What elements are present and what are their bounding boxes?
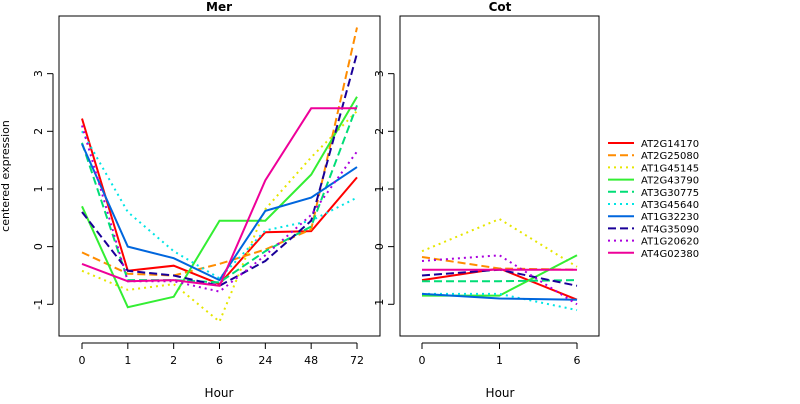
series-line-at3g30775 <box>422 279 578 283</box>
y-tick-label: 2 <box>32 128 45 135</box>
series-lines-mer <box>81 27 358 324</box>
x-tick-label: 6 <box>216 354 223 367</box>
x-tick-label: 6 <box>574 354 581 367</box>
series-line-at4g02380 <box>81 107 357 287</box>
legend-label: AT4G35090 <box>641 224 699 235</box>
series-line-at3g45640 <box>422 292 578 312</box>
y-tick-label: -1 <box>32 299 45 310</box>
plot-frame-mer <box>58 15 381 337</box>
series-line-at4g35090 <box>421 268 578 287</box>
y-tick-label: 1 <box>373 185 386 192</box>
series-line-at1g45145 <box>81 110 358 324</box>
y-tick-label: 3 <box>373 70 386 77</box>
y-tick-label: 0 <box>32 243 45 250</box>
x-tick-label: 1 <box>496 354 503 367</box>
x-axis-label-cot: Hour <box>486 386 515 400</box>
x-tick-label: 0 <box>419 354 426 367</box>
series-line-at2g43790 <box>81 96 358 309</box>
series-line-at1g32230 <box>421 292 578 301</box>
x-tick-label: 48 <box>304 354 318 367</box>
x-axis-label-mer: Hour <box>205 386 234 400</box>
panel-cot: Cot Hour 0 1 6 -1 0 1 2 3 <box>373 0 600 400</box>
axes-mer: 0 1 2 6 24 48 72 -1 0 1 2 3 <box>32 70 364 367</box>
x-tick-label: 1 <box>124 354 131 367</box>
series-line-at3g30775 <box>81 105 358 284</box>
x-tick-label: 0 <box>79 354 86 367</box>
legend-label: AT3G30775 <box>641 188 699 199</box>
y-tick-label: -1 <box>373 299 386 310</box>
legend-label: AT1G20620 <box>641 237 699 248</box>
series-line-at2g25080 <box>421 256 578 271</box>
y-axis-label: centered expression <box>0 120 12 232</box>
legend-label: AT2G14170 <box>641 139 699 150</box>
panel-title-mer: Mer <box>206 0 232 14</box>
series-line-at1g20620 <box>81 125 358 293</box>
series-line-at2g25080 <box>81 27 358 277</box>
x-tick-label: 24 <box>258 354 272 367</box>
x-tick-label: 2 <box>170 354 177 367</box>
y-tick-label: 2 <box>373 128 386 135</box>
panel-title-cot: Cot <box>489 0 512 14</box>
series-line-at1g45145 <box>421 217 578 268</box>
series-lines-cot <box>421 217 578 312</box>
legend-label: AT2G25080 <box>641 151 699 162</box>
x-tick-label: 72 <box>350 354 364 367</box>
legend-label: AT1G45145 <box>641 163 699 174</box>
legend-label: AT2G43790 <box>641 176 699 187</box>
y-tick-label: 0 <box>373 243 386 250</box>
series-line-at1g32230 <box>81 143 358 282</box>
y-tick-label: 1 <box>32 185 45 192</box>
legend-label: AT1G32230 <box>641 212 699 223</box>
series-line-at1g20620 <box>421 254 578 306</box>
plot-frame-cot <box>399 15 600 337</box>
y-tick-label: 3 <box>32 70 45 77</box>
series-line-at4g35090 <box>81 53 358 287</box>
axes-cot: 0 1 6 -1 0 1 2 3 <box>373 70 581 367</box>
legend-label: AT3G45640 <box>641 200 699 211</box>
panel-mer: Mer Hour centered expression 0 1 2 6 24 48 72 -… <box>0 0 381 400</box>
legend: AT2G14170AT2G25080AT1G45145AT2G43790AT3G… <box>608 139 699 260</box>
legend-label: AT4G02380 <box>641 249 699 260</box>
